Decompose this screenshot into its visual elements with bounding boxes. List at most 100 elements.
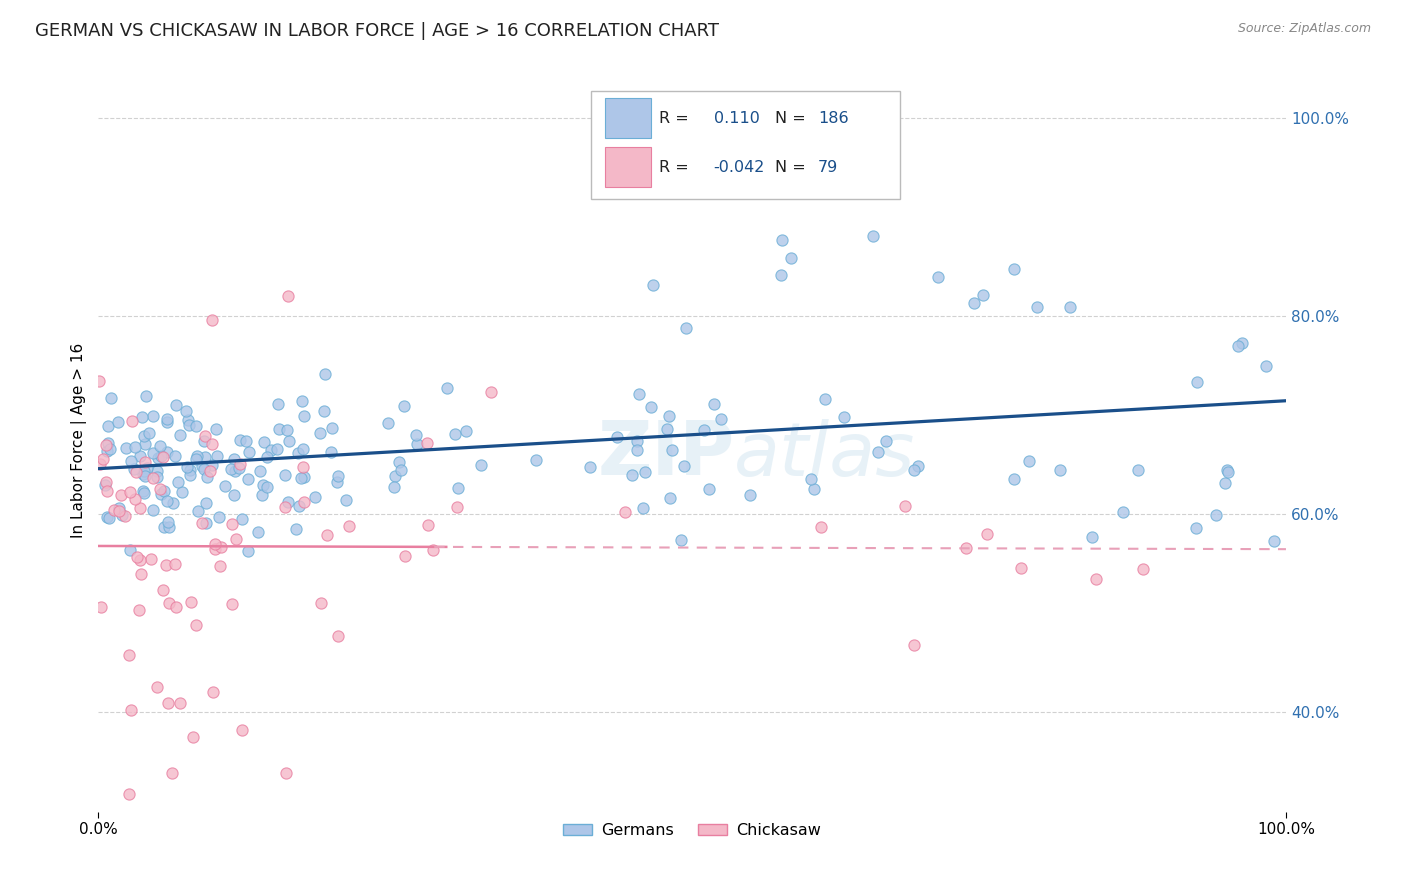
Point: [146, 470, 169, 484]
Point: [221, 517, 243, 532]
Point: [96, 483, 118, 498]
Point: [772, 234, 794, 248]
Point: [1215, 463, 1237, 477]
Point: [1084, 572, 1107, 586]
Point: [191, 516, 214, 531]
Point: [221, 597, 243, 611]
Point: [169, 696, 191, 710]
Point: [97, 435, 120, 450]
Point: [1254, 359, 1277, 374]
Point: [132, 484, 155, 499]
Point: [769, 268, 792, 282]
Point: [89, 374, 111, 388]
FancyBboxPatch shape: [606, 147, 651, 187]
Point: [388, 455, 411, 469]
Point: [620, 467, 643, 482]
Point: [628, 387, 651, 401]
Point: [156, 415, 179, 429]
Point: [100, 442, 122, 456]
Point: [328, 469, 350, 483]
Point: [290, 394, 312, 409]
Point: [107, 416, 129, 430]
Point: [626, 443, 648, 458]
Point: [862, 228, 884, 243]
Point: [97, 419, 120, 434]
Text: 0.110: 0.110: [713, 111, 759, 126]
Text: 79: 79: [818, 160, 838, 175]
Point: [162, 765, 184, 780]
Point: [142, 503, 165, 517]
Point: [291, 442, 314, 456]
Point: [1025, 300, 1047, 314]
Y-axis label: In Labor Force | Age > 16: In Labor Force | Age > 16: [72, 343, 87, 538]
Point: [169, 428, 191, 442]
Point: [292, 409, 315, 423]
Point: [157, 696, 180, 710]
Point: [238, 472, 260, 486]
Point: [149, 487, 172, 501]
Point: [309, 596, 332, 610]
Point: [697, 483, 720, 497]
Point: [224, 464, 246, 478]
Point: [177, 417, 200, 432]
Point: [1080, 531, 1102, 545]
Point: [107, 501, 129, 516]
Point: [337, 519, 360, 533]
Point: [198, 464, 221, 478]
Point: [661, 442, 683, 457]
Point: [224, 488, 246, 502]
Point: [89, 457, 111, 471]
Point: [228, 460, 250, 475]
Point: [172, 484, 194, 499]
Point: [132, 464, 155, 478]
Point: [389, 463, 412, 477]
Point: [166, 475, 188, 489]
Point: [134, 468, 156, 483]
Point: [810, 520, 832, 534]
Point: [162, 496, 184, 510]
Point: [208, 509, 231, 524]
Point: [186, 449, 208, 463]
Text: R =: R =: [659, 160, 689, 175]
Point: [149, 439, 172, 453]
Point: [1185, 375, 1208, 389]
Point: [1010, 560, 1032, 574]
Point: [321, 421, 343, 435]
Point: [120, 454, 142, 468]
Point: [907, 459, 929, 474]
Point: [703, 397, 725, 411]
Point: [606, 430, 628, 444]
Text: 186: 186: [818, 111, 849, 126]
Point: [94, 478, 117, 492]
Point: [132, 467, 155, 481]
Legend: Germans, Chickasaw: Germans, Chickasaw: [557, 817, 828, 845]
Point: [146, 450, 169, 465]
Point: [308, 425, 330, 440]
Point: [180, 595, 202, 609]
Point: [290, 471, 312, 485]
Point: [814, 392, 837, 407]
Point: [111, 508, 134, 523]
Point: [195, 496, 218, 510]
Text: ZIP: ZIP: [598, 418, 734, 491]
Point: [214, 479, 236, 493]
Point: [204, 537, 226, 551]
Point: [181, 730, 204, 744]
Point: [832, 410, 855, 425]
Point: [304, 490, 326, 504]
Point: [146, 464, 169, 478]
Point: [219, 462, 242, 476]
Point: [142, 471, 165, 485]
Point: [100, 391, 122, 405]
Point: [326, 629, 349, 643]
Point: [157, 520, 180, 534]
Point: [184, 452, 207, 467]
Point: [157, 515, 180, 529]
Point: [267, 397, 290, 411]
Point: [179, 463, 201, 477]
Point: [626, 434, 648, 448]
Point: [165, 600, 187, 615]
Point: [121, 414, 143, 428]
Text: N =: N =: [775, 160, 806, 175]
Point: [422, 542, 444, 557]
